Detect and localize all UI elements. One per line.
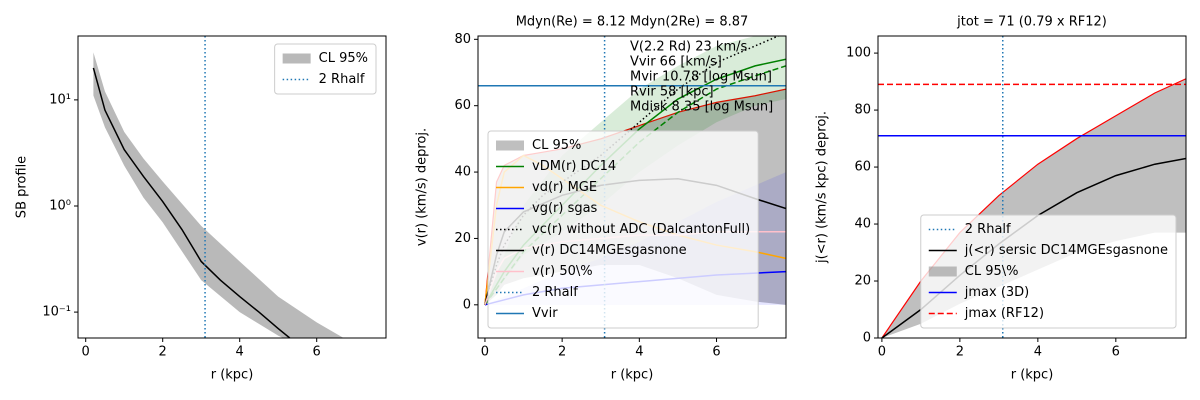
annotation: Mvir 10.78 [log Msun] xyxy=(630,70,772,85)
y-axis-label: v(r) (km/s) deproj. xyxy=(415,128,430,246)
axes-frame xyxy=(77,35,387,339)
y-tick-label: 0 xyxy=(863,331,871,346)
legend-label: vDM(r) DC14 xyxy=(532,159,616,174)
y-tick-label: 100 xyxy=(846,46,871,61)
legend-label: vd(r) MGE xyxy=(532,180,597,195)
data-line xyxy=(92,67,291,338)
legend: CL 95% vDM(r) DC14 vd(r) MGE vg(r) sgas vc(r… xyxy=(487,130,759,329)
legend-label: CL 95\% xyxy=(965,264,1019,279)
legend-swatch xyxy=(282,53,311,64)
chart-title: Mdyn(Re) = 8.12 Mdyn(2Re) = 8.87 xyxy=(516,15,749,30)
x-tick-label: 4 xyxy=(1034,345,1042,360)
legend-box xyxy=(920,214,1177,329)
y-tick-label: 10⁰ xyxy=(49,198,71,213)
legend-label: v(r) 50\% xyxy=(532,264,593,279)
y-tick-label: 80 xyxy=(854,103,871,118)
legend: CL 95% 2 Rhalf xyxy=(274,43,377,95)
y-tick-label: 80 xyxy=(454,32,471,47)
x-axis-label: r (kpc) xyxy=(1011,368,1054,383)
legend-label: CL 95% xyxy=(319,51,368,66)
legend-swatch xyxy=(496,140,524,151)
annotation: Vvir 66 [km/s] xyxy=(630,55,722,70)
y-axis-label: SB profile xyxy=(15,156,30,218)
legend-label: vg(r) sgas xyxy=(532,201,598,216)
y-tick-label: 10¹ xyxy=(49,92,71,107)
x-tick-label: 4 xyxy=(635,345,643,360)
legend-label: j(<r) sersic DC14MGEsgasnone xyxy=(964,243,1168,258)
confidence-band xyxy=(93,52,344,338)
x-tick-label: 0 xyxy=(481,345,489,360)
annotation: V(2.2 Rd) 23 km/s xyxy=(630,40,748,55)
legend-label: v(r) DC14MGEsgasnone xyxy=(532,243,687,258)
legend-label: 2 Rhalf xyxy=(532,285,578,300)
x-tick-label: 4 xyxy=(236,345,244,360)
x-axis-label: r (kpc) xyxy=(611,368,654,383)
chart-title: jtot = 71 (0.79 x RF12) xyxy=(956,15,1107,30)
annotation: Mdisk 8.35 [log Msun] xyxy=(630,100,773,115)
y-axis-label: j(<r) (km/s kpc) deproj. xyxy=(815,111,830,264)
y-tick-label: 60 xyxy=(854,160,871,175)
legend-label: jmax (3D) xyxy=(964,285,1030,300)
x-tick-label: 6 xyxy=(313,345,321,360)
x-tick-label: 2 xyxy=(159,345,167,360)
legend-label: CL 95% xyxy=(532,138,581,153)
y-tick-label: 20 xyxy=(454,231,471,246)
annotation: Rvir 58 [kpc] xyxy=(630,85,714,100)
y-tick-label: 40 xyxy=(854,217,871,232)
x-tick-label: 6 xyxy=(712,345,720,360)
x-tick-label: 6 xyxy=(1112,345,1120,360)
y-tick-label: 40 xyxy=(454,165,471,180)
legend-swatch xyxy=(928,266,957,277)
axes-frame xyxy=(877,35,1187,339)
legend-label: jmax (RF12) xyxy=(964,306,1044,321)
legend-label: vc(r) without ADC (DalcantonFull) xyxy=(532,222,750,237)
x-tick-label: 2 xyxy=(956,345,964,360)
y-tick-label: 0 xyxy=(463,297,471,312)
legend-label: Vvir xyxy=(532,306,558,321)
x-axis-label: r (kpc) xyxy=(211,368,254,383)
y-tick-label: 20 xyxy=(854,274,871,289)
legend-box xyxy=(487,130,759,329)
plot-area xyxy=(92,36,344,338)
x-tick-label: 0 xyxy=(878,345,886,360)
legend-label: 2 Rhalf xyxy=(965,222,1011,237)
y-tick-label: 60 xyxy=(454,98,471,113)
legend-label: 2 Rhalf xyxy=(319,72,365,87)
legend: 2 Rhalf j(<r) sersic DC14MGEsgasnone CL 95… xyxy=(920,214,1177,329)
x-tick-label: 2 xyxy=(558,345,566,360)
axes-frame xyxy=(477,35,787,339)
y-tick-label: 10⁻¹ xyxy=(42,305,71,320)
x-tick-label: 0 xyxy=(82,345,90,360)
